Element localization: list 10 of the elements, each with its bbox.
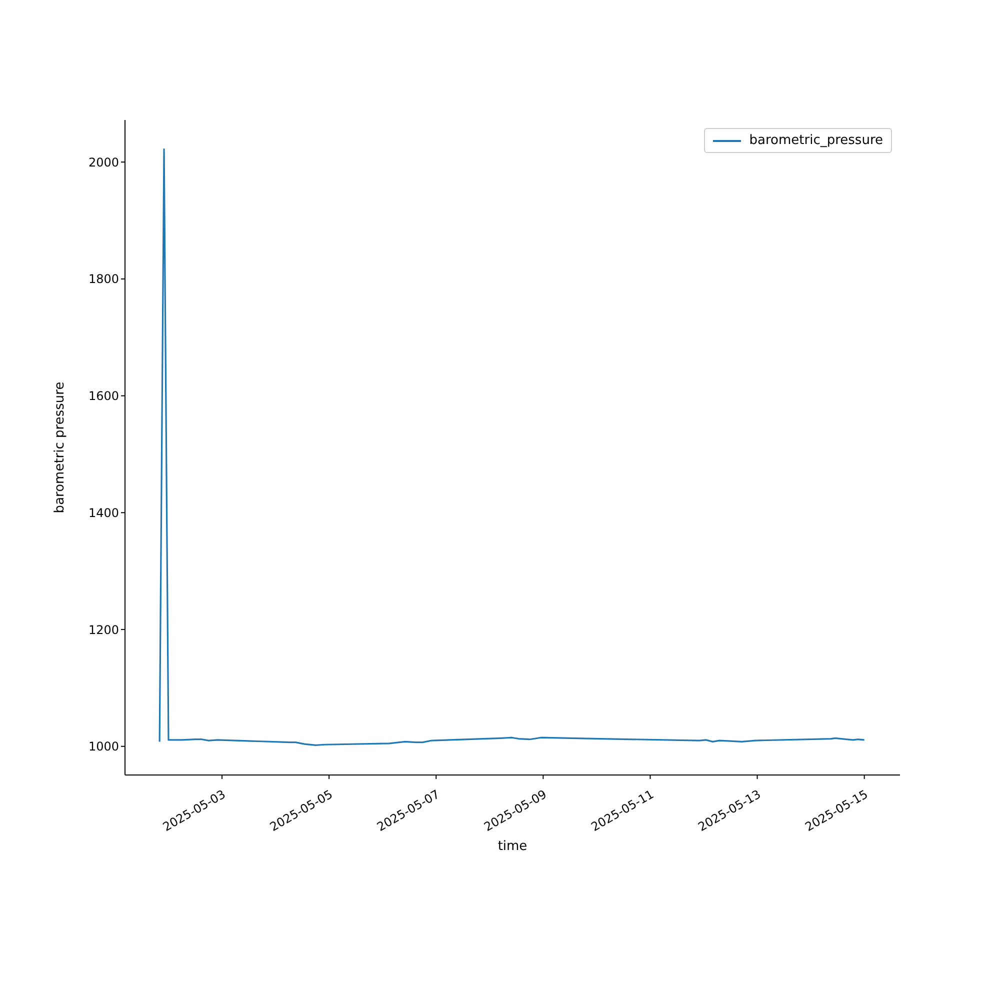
y-tick-label: 1600 — [88, 389, 119, 404]
line-series — [158, 148, 866, 746]
y-tick-label: 1800 — [88, 272, 119, 286]
y-tick-label: 2000 — [88, 155, 119, 170]
y-tick-label: 1400 — [88, 506, 119, 520]
x-axis-title: time — [498, 839, 528, 854]
legend-label: barometric_pressure — [749, 133, 883, 148]
y-axis-title: barometric pressure — [52, 382, 68, 514]
y-tick-label: 1000 — [88, 740, 119, 754]
y-tick-label: 1200 — [88, 622, 119, 637]
